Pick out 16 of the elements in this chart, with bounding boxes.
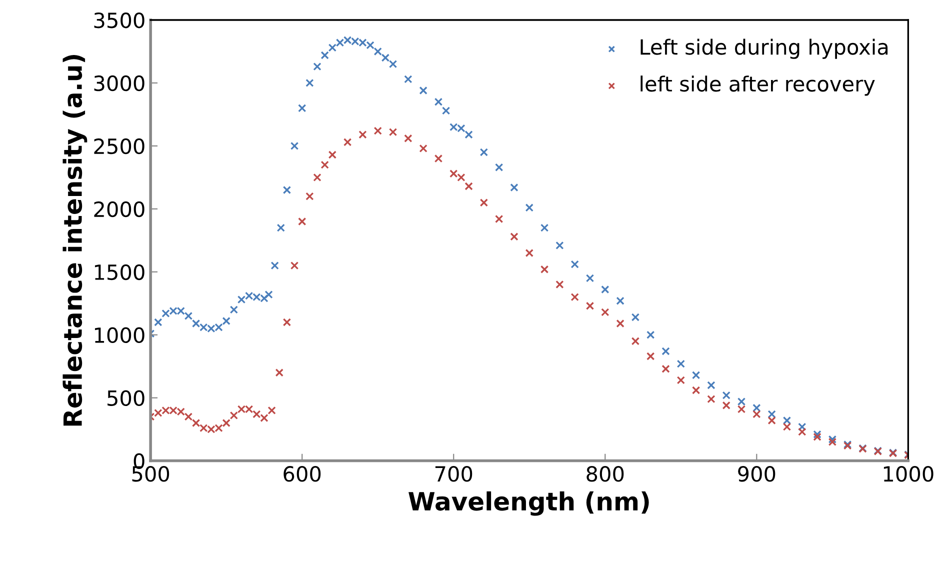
y-tick-label: 500 (108, 390, 144, 406)
y-axis-title: Reflectance intensity (a.u) (62, 55, 88, 426)
y-tick-label: 2500 (94, 138, 144, 154)
y-tick-label: 3000 (94, 75, 144, 92)
y-tick-label: 1000 (94, 327, 144, 344)
x-tick-label: 600 (284, 466, 321, 482)
legend-label: left side after recovery (640, 76, 875, 96)
x-tick-label: 1000 (884, 466, 934, 482)
y-tick-label: 1500 (94, 264, 144, 280)
y-tick-label: 2000 (94, 201, 144, 218)
x-tick-label: 900 (738, 466, 776, 482)
y-tick-label: 3500 (94, 12, 144, 28)
x-tick-label: 800 (586, 466, 624, 482)
x-axis-title: Wavelength (nm) (408, 491, 649, 516)
x-tick-label: 700 (435, 466, 472, 482)
legend-label: Left side during hypoxia (640, 38, 888, 59)
